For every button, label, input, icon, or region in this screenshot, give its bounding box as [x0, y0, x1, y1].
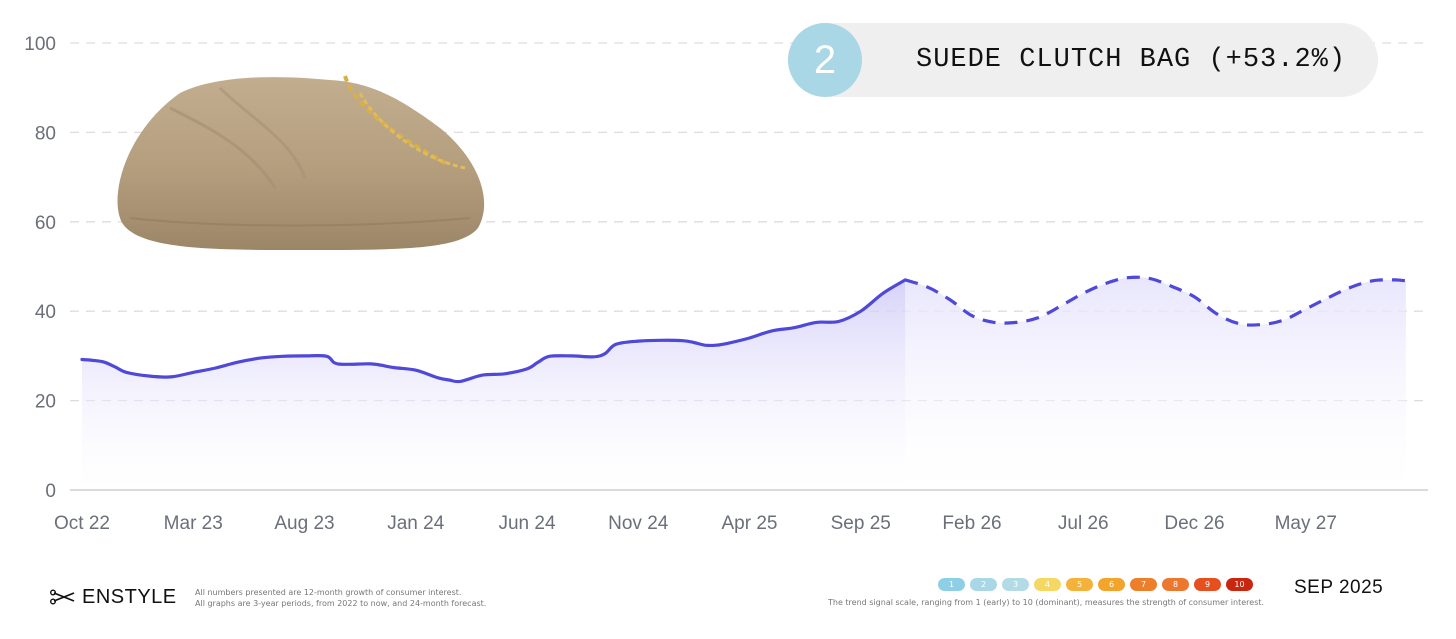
- y-tick-label: 20: [35, 392, 56, 413]
- scale-level: 9: [1194, 578, 1221, 591]
- series-line-forecast: [904, 275, 1407, 327]
- trend-title: SUEDE CLUTCH BAG (+53.2%): [916, 45, 1347, 75]
- x-tick-label: Dec 26: [1164, 513, 1224, 534]
- area-actual: [82, 279, 906, 490]
- scale-level: 1: [938, 578, 965, 591]
- date-stamp: SEP 2025: [1294, 577, 1384, 598]
- scale-level: 10: [1226, 578, 1253, 591]
- scissors-icon: [50, 589, 75, 605]
- y-tick-label: 100: [24, 34, 56, 55]
- scale-level: 3: [1002, 578, 1029, 591]
- x-tick-label: Aug 23: [274, 513, 334, 534]
- rank-badge: 2: [788, 23, 862, 97]
- x-tick-label: Nov 24: [608, 513, 669, 534]
- scale-level: 7: [1130, 578, 1157, 591]
- x-tick-label: Jul 26: [1058, 513, 1109, 534]
- scale-note: The trend signal scale, ranging from 1 (…: [828, 598, 1265, 607]
- trend-badge: 2 SUEDE CLUTCH BAG (+53.2%): [788, 23, 1378, 97]
- brand-logo: ENSTYLE: [50, 584, 177, 610]
- scale-level: 2: [970, 578, 997, 591]
- x-tick-label: Feb 26: [942, 513, 1001, 534]
- x-tick-label: Oct 22: [54, 513, 110, 534]
- area-forecast: [905, 277, 1406, 490]
- x-tick-label: Sep 25: [831, 513, 891, 534]
- footnote-line-1: All numbers presented are 12-month growt…: [195, 588, 462, 597]
- footnote: All numbers presented are 12-month growt…: [195, 587, 486, 609]
- x-tick-label: Jan 24: [387, 513, 444, 534]
- scale-level: 4: [1034, 578, 1061, 591]
- scale-level: 8: [1162, 578, 1189, 591]
- trend-signal-scale: 1 2 3 4 5 6 7 8 9 10: [938, 578, 1253, 591]
- brand-name: ENSTYLE: [82, 585, 177, 608]
- y-tick-label: 0: [45, 481, 56, 502]
- y-tick-label: 60: [35, 213, 56, 234]
- scale-level: 6: [1098, 578, 1125, 591]
- y-tick-label: 40: [35, 302, 56, 323]
- series-line-actual: [80, 278, 907, 384]
- scale-level: 5: [1066, 578, 1093, 591]
- y-axis: 0 20 40 60 80 100: [24, 34, 56, 502]
- clutch-bag-photo: [117, 75, 485, 250]
- x-axis: Oct 22 Mar 23 Aug 23 Jan 24 Jun 24 Nov 24 Apr …: [54, 513, 1337, 534]
- footnote-line-2: All graphs are 3-year periods, from 2022…: [195, 599, 487, 608]
- x-tick-label: Jun 24: [498, 513, 555, 534]
- x-tick-label: Mar 23: [164, 513, 223, 534]
- x-tick-label: Apr 25: [722, 513, 778, 534]
- x-tick-label: May 27: [1275, 513, 1337, 534]
- y-tick-label: 80: [35, 123, 56, 144]
